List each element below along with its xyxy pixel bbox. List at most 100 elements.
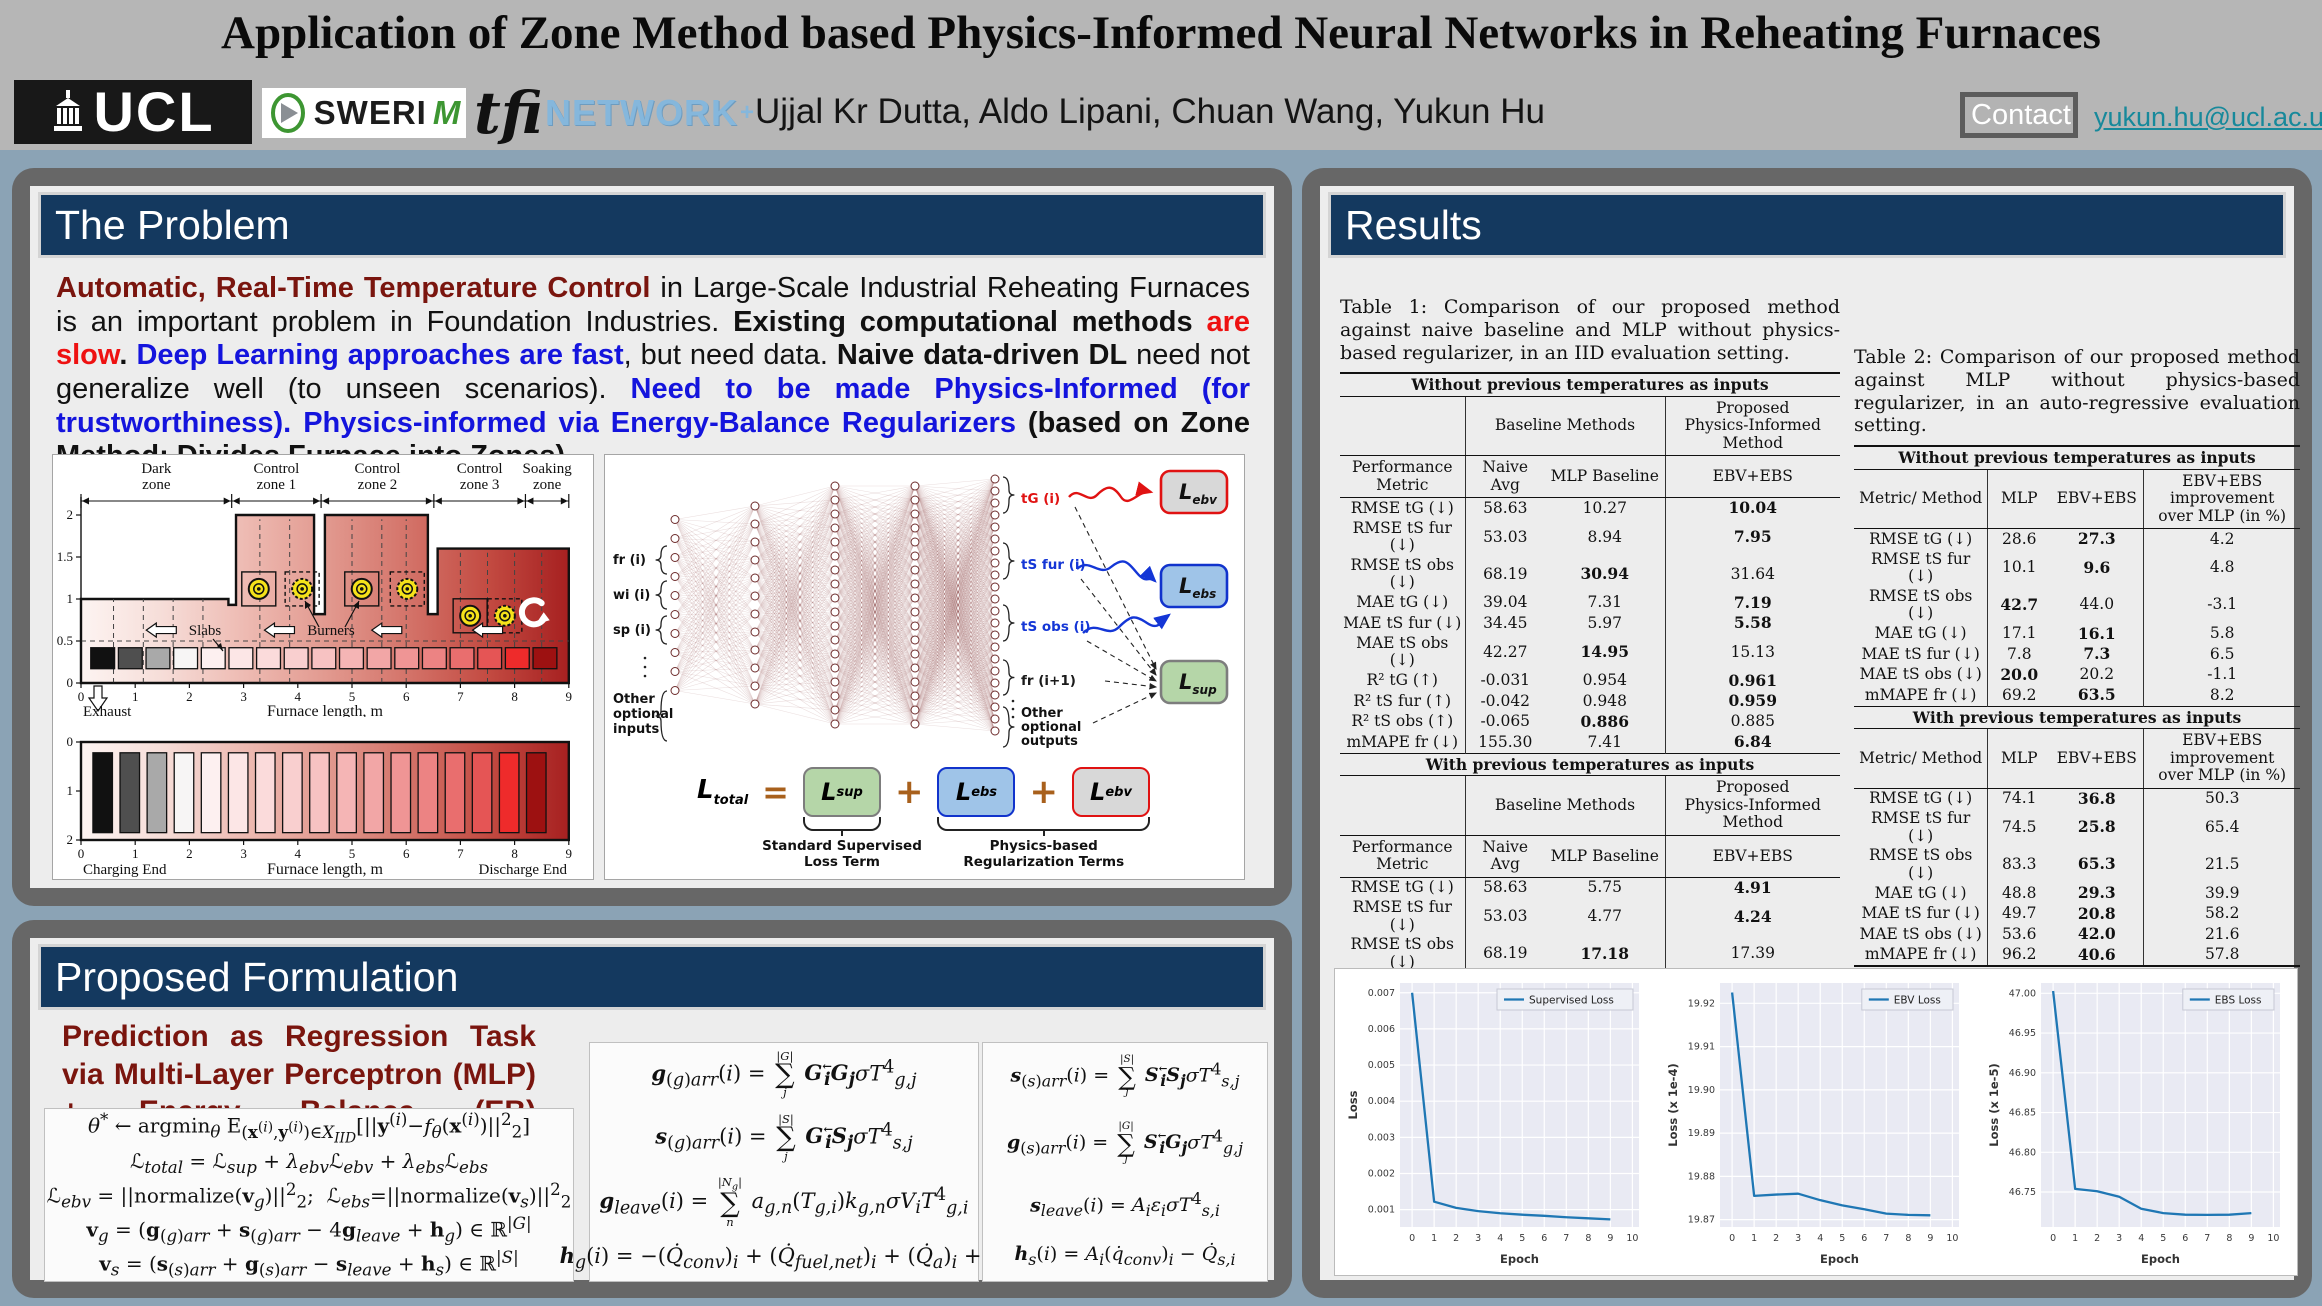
table-cell: 25.8: [2077, 817, 2116, 837]
table-cell: 42.27: [1464, 633, 1545, 671]
table1-caption: Table 1: Comparison of our proposed meth…: [1340, 296, 1840, 364]
table-cell: 7.19: [1664, 592, 1840, 614]
equation-line: s(g)arr(i) = |S| ∑ j G←iSjσT4s,j: [655, 1111, 913, 1163]
table-cell: 6.84: [1664, 732, 1840, 754]
table-cell: 5.97: [1587, 613, 1622, 632]
table-cell: RMSE tS fur (↓): [1870, 809, 1971, 845]
svg-text:46.80: 46.80: [2009, 1147, 2036, 1158]
table-row: RMSE tS obs (↓) 83.3 65.3 21.5: [1854, 846, 2300, 884]
furnace-zone-diagram: 0 0.5 1 1.5 2 0 1 2 3 4 5 6 7 8 9 Furnace length, m Exha…: [57, 461, 572, 720]
svg-text:10: 10: [2267, 1233, 2279, 1244]
table-row: Baseline Methods Proposed Physics-Informed…: [1340, 775, 1840, 836]
equation-line: s(s)arr(i) = |S| ∑ j S←iSjσT4s,j: [1010, 1052, 1240, 1099]
table-row: RMSE tS fur (↓) 74.5 25.8 65.4: [1854, 809, 2300, 847]
svg-text:0: 0: [1730, 1233, 1736, 1244]
table-cell: MAE tS fur (↓): [1861, 644, 1980, 663]
table-cell: Proposed Physics-Informed Method: [1664, 396, 1840, 457]
furnace-figure: 0 0.5 1 1.5 2 0 1 2 3 4 5 6 7 8 9 Furnace length, m Exha…: [52, 454, 594, 880]
table-cell: 96.2: [1987, 944, 2051, 967]
svg-text:1: 1: [132, 689, 139, 704]
table-cell: 17.39: [1664, 935, 1840, 973]
table-cell: 40.6: [2077, 944, 2116, 964]
table-cell: 65.3: [2077, 854, 2116, 874]
svg-text:zone: zone: [533, 477, 562, 493]
table-cell: Metric/ Method: [1854, 728, 1988, 789]
svg-text:7: 7: [2204, 1233, 2210, 1244]
svg-text:0.002: 0.002: [1368, 1169, 1395, 1180]
svg-text:outputs: outputs: [1021, 734, 1078, 749]
table-cell: 74.1: [1987, 788, 2051, 810]
contact-email-link[interactable]: yukun.hu@ucl.ac.uk: [2094, 102, 2322, 132]
table-cell: 8.2: [2143, 685, 2300, 707]
table-cell: 49.7: [1987, 903, 2051, 925]
equation-line: sleave(i) = AiεiσT4s,i: [1030, 1188, 1220, 1220]
table-row: R² tS fur (↑) -0.042 0.948 0.959: [1340, 691, 1840, 712]
equation-line: ℒebv = ||normalize(vg)||22; ℒebs=||norma…: [46, 1179, 572, 1212]
table-row: Metric/ Method MLP EBV+EBS EBV+EBS improveme…: [1854, 728, 2300, 789]
supervised-loss-chart: 0 1 2 3 4 5 6 7 8 9 10 0.001 0.002 0.003 0.004 0.005 0.0…: [1346, 983, 1639, 1266]
table-cell: 27.3: [2077, 529, 2116, 549]
table-cell: 10.1: [1987, 549, 2051, 587]
table-cell: EBV+EBS: [2050, 469, 2144, 530]
svg-text:19.89: 19.89: [1688, 1128, 1715, 1139]
table-cell: EBV+EBS improvement over MLP (in %): [2143, 728, 2300, 789]
svg-text:tS obs (i): tS obs (i): [1021, 619, 1091, 635]
equation-line: gleave(i) = |Ng| ∑ n ag,n(Tg,i)kg,nσViT4g,…: [599, 1174, 969, 1230]
svg-text:4: 4: [295, 689, 302, 704]
table-row: RMSE tG (↓) 74.1 36.8 50.3: [1854, 788, 2300, 810]
table-cell: RMSE tG (↓): [1869, 529, 1973, 548]
table-cell: -0.042: [1464, 691, 1545, 712]
table2: Without previous temperatures as inputs M…: [1854, 445, 2300, 968]
table-cell: 36.8: [2077, 788, 2116, 808]
table-cell: 20.8: [2077, 903, 2116, 923]
svg-text:3: 3: [2116, 1233, 2122, 1244]
ucl-building-icon: [54, 90, 83, 131]
problem-text-span: , but need data.: [623, 339, 837, 372]
svg-text:47.00: 47.00: [2009, 988, 2036, 999]
equation-line: vs = (s(s)arr + g(s)arr − sleave + hs) ∈…: [99, 1248, 519, 1280]
loss-total-term: Ltotal: [697, 775, 749, 809]
problem-text-span: in Large-Scale Industrial Reheating Furn…: [56, 272, 1250, 338]
table-cell: MLP: [1987, 728, 2051, 789]
svg-text:EBV Loss: EBV Loss: [1894, 995, 1941, 1007]
svg-text:5: 5: [349, 846, 356, 861]
svg-text:inputs: inputs: [613, 722, 659, 737]
svg-text:9: 9: [2248, 1233, 2254, 1244]
table-cell: 29.3: [2077, 883, 2116, 903]
svg-text:0.5: 0.5: [57, 633, 73, 648]
svg-text:4: 4: [1818, 1233, 1824, 1244]
table-cell: 155.30: [1464, 732, 1545, 754]
table-cell: 10.04: [1664, 497, 1840, 519]
table-cell: Performance Metric: [1340, 455, 1465, 499]
table-row: RMSE tG (↓) 58.63 5.75 4.91: [1340, 877, 1840, 899]
results-panel: Results Table 1: Comparison of our propo…: [1320, 186, 2300, 1280]
svg-text:Loss: Loss: [1346, 1090, 1360, 1119]
svg-text:1: 1: [2072, 1233, 2078, 1244]
svg-text:9: 9: [566, 846, 573, 861]
problem-text-span: .: [119, 339, 137, 372]
svg-text:8: 8: [1906, 1233, 1912, 1244]
neural-network-figure: fr (i) wi (i) sp (i) Other optional inputs tG …: [604, 454, 1245, 880]
table-cell: MLP Baseline: [1545, 835, 1665, 878]
svg-text:4: 4: [2138, 1233, 2144, 1244]
problem-paragraph: Automatic, Real-Time Temperature Control…: [56, 272, 1250, 474]
table-cell: 7.8: [1987, 644, 2051, 665]
svg-text:7: 7: [457, 689, 464, 704]
results-container: Results Table 1: Comparison of our propo…: [1302, 168, 2312, 1298]
svg-text:zone 3: zone 3: [460, 477, 500, 493]
svg-text:3: 3: [240, 689, 247, 704]
svg-text:2: 2: [186, 689, 193, 704]
svg-text:10: 10: [1947, 1233, 1959, 1244]
svg-text:Furnace length, m: Furnace length, m: [267, 703, 384, 717]
table-cell: Baseline Methods: [1464, 396, 1665, 457]
table-row: Without previous temperatures as inputs: [1854, 445, 2300, 470]
table-cell: 4.91: [1664, 877, 1840, 899]
table-row: MAE tG (↓) 17.1 16.1 5.8: [1854, 623, 2300, 645]
table-cell: Naive Avg: [1464, 835, 1545, 878]
table-cell: -1.1: [2143, 664, 2300, 686]
table-cell: MAE tG (↓): [1356, 593, 1449, 612]
table-cell: 69.2: [1987, 685, 2051, 707]
contact-button[interactable]: Contact: [1960, 92, 2078, 138]
mlp-network-diagram: fr (i)wi (i)sp (i)OtheroptionalinputstG …: [613, 469, 1229, 749]
